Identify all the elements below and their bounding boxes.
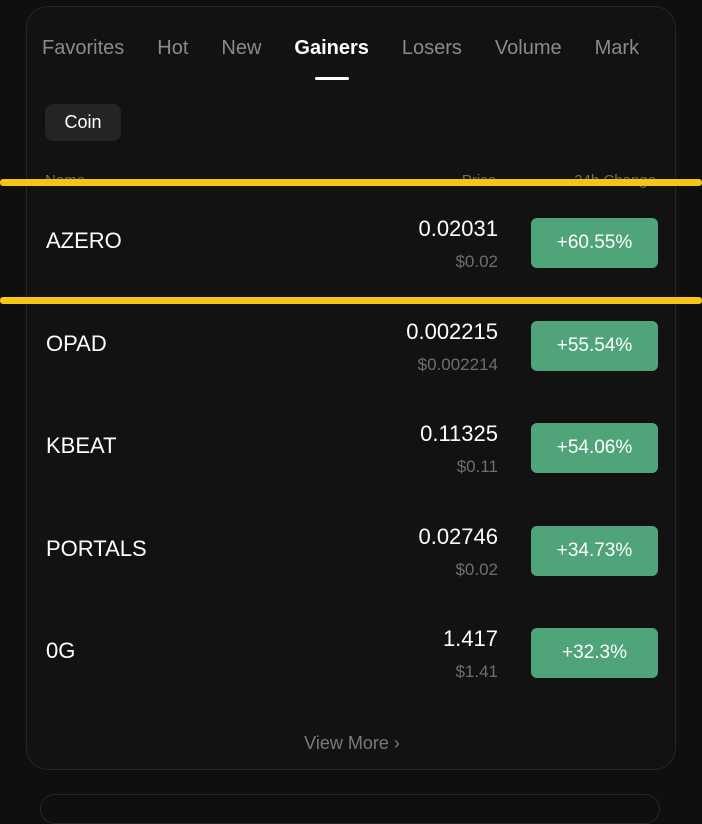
tab-bar: Favorites Hot New Gainers Losers Volume Mark bbox=[42, 37, 672, 80]
coin-price: 0.02746 bbox=[418, 523, 498, 549]
coin-row[interactable]: AZERO 0.02031 $0.02 +60.55% bbox=[27, 200, 675, 300]
coin-usd-price: $1.41 bbox=[455, 662, 498, 681]
tab[interactable]: Mark bbox=[594, 37, 640, 59]
coin-filter[interactable]: Coin bbox=[45, 104, 121, 141]
next-panel bbox=[40, 794, 660, 824]
coin-usd-price: $0.11 bbox=[456, 457, 498, 476]
coin-name: OPAD bbox=[46, 330, 107, 356]
coin-usd-price: $0.002214 bbox=[417, 354, 498, 374]
view-more[interactable]: View More › bbox=[27, 733, 675, 754]
coin-price: 0.002215 bbox=[406, 318, 498, 344]
tab[interactable]: Favorites bbox=[42, 37, 125, 59]
highlight-line bbox=[0, 179, 702, 186]
change-badge: +54.06% bbox=[531, 423, 658, 473]
change-badge: +60.55% bbox=[531, 218, 658, 268]
highlight-line bbox=[0, 297, 702, 304]
page: Favorites Hot New Gainers Losers Volume Mark C… bbox=[0, 6, 702, 824]
markets-panel: Favorites Hot New Gainers Losers Volume Mark C… bbox=[26, 6, 676, 770]
coin-row[interactable]: 0G 1.417 $1.41 +32.3% bbox=[27, 610, 675, 710]
coin-row[interactable]: PORTALS 0.02746 $0.02 +34.73% bbox=[27, 508, 675, 608]
coin-name: 0G bbox=[46, 638, 76, 663]
coin-row[interactable]: OPAD 0.002215 $0.002214 +55.54% bbox=[27, 303, 675, 403]
coin-name: KBEAT bbox=[46, 433, 117, 458]
coin-usd-price: $0.02 bbox=[455, 559, 498, 579]
change-badge: +32.3% bbox=[531, 628, 658, 678]
tab[interactable]: Losers bbox=[401, 37, 462, 59]
coin-name: AZERO bbox=[46, 228, 122, 253]
tab[interactable]: Volume bbox=[494, 37, 562, 59]
coin-row[interactable]: KBEAT 0.11325 $0.11 +54.06% bbox=[27, 405, 675, 505]
tab[interactable]: Gainers bbox=[294, 37, 369, 80]
coin-name: PORTALS bbox=[46, 535, 147, 561]
coin-usd-price: $0.02 bbox=[455, 252, 498, 271]
view-more-label: View More bbox=[304, 733, 389, 753]
change-badge: +55.54% bbox=[531, 320, 658, 371]
coin-price: 0.02031 bbox=[418, 216, 498, 241]
coin-price: 0.11325 bbox=[420, 421, 498, 446]
tab[interactable]: Hot bbox=[157, 37, 189, 59]
coin-price: 1.417 bbox=[442, 626, 498, 651]
chevron: › bbox=[393, 733, 400, 753]
tab[interactable]: New bbox=[221, 37, 262, 59]
change-badge: +34.73% bbox=[531, 525, 658, 576]
